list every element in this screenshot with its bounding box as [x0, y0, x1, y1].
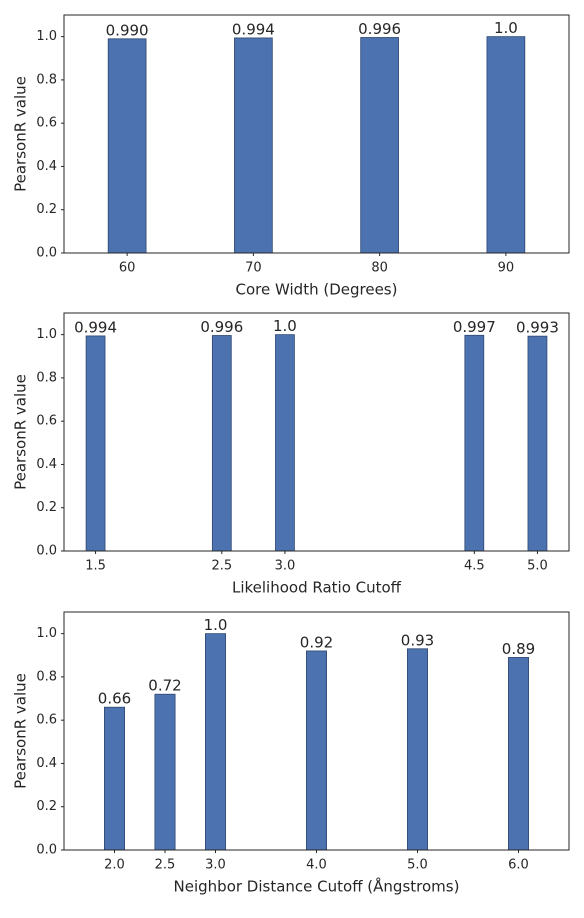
x-tick-label: 4.5	[464, 559, 485, 574]
value-label: 0.996	[200, 318, 243, 336]
x-tick-label: 6.0	[508, 858, 529, 873]
x-axis-label: Likelihood Ratio Cutoff	[232, 579, 402, 597]
x-tick-label: 5.0	[407, 858, 428, 873]
x-tick-label: 2.0	[104, 858, 125, 873]
x-tick-label: 1.5	[85, 559, 106, 574]
x-axis-label: Neighbor Distance Cutoff (Ångstroms)	[174, 877, 460, 896]
y-axis-label: PearsonR value	[12, 374, 30, 490]
x-tick-label: 4.0	[306, 858, 327, 873]
y-tick-label: 0.4	[36, 457, 57, 472]
x-tick-label: 70	[245, 261, 262, 276]
bar	[360, 37, 399, 254]
bar	[486, 36, 526, 254]
bar	[211, 335, 232, 552]
x-tick-label: 80	[371, 261, 388, 276]
y-tick-label: 0.0	[36, 544, 57, 559]
value-label: 1.0	[273, 317, 297, 335]
value-label: 0.66	[98, 690, 131, 708]
y-tick-label: 1.0	[36, 626, 57, 641]
bar	[507, 657, 529, 851]
axes-frame	[63, 312, 570, 552]
axes-frame	[63, 14, 570, 254]
x-tick-label: 2.5	[211, 559, 232, 574]
bar	[204, 633, 226, 851]
value-label: 0.997	[453, 318, 496, 336]
x-tick-label: 5.0	[527, 559, 548, 574]
y-tick-label: 0.6	[36, 713, 57, 728]
bar	[234, 37, 273, 254]
value-label: 0.990	[106, 21, 149, 39]
y-tick-label: 0.4	[36, 756, 57, 771]
value-label: 1.0	[494, 19, 518, 37]
x-tick-label: 90	[498, 261, 515, 276]
value-label: 0.92	[300, 633, 333, 651]
y-axis-label: PearsonR value	[12, 76, 30, 192]
value-label: 0.72	[148, 677, 181, 695]
y-tick-label: 0.4	[36, 159, 57, 174]
bar	[154, 693, 176, 851]
y-tick-label: 0.6	[36, 116, 57, 131]
value-label: 0.93	[401, 631, 434, 649]
y-tick-label: 0.0	[36, 246, 57, 261]
bar	[305, 650, 327, 851]
bar	[104, 706, 126, 851]
y-tick-label: 0.2	[36, 500, 57, 515]
y-tick-label: 0.8	[36, 72, 57, 87]
y-tick-label: 1.0	[36, 327, 57, 342]
value-label: 0.994	[74, 318, 117, 336]
y-axis-label: PearsonR value	[12, 673, 30, 789]
y-tick-label: 1.0	[36, 29, 57, 44]
y-tick-label: 0.8	[36, 370, 57, 385]
x-axis-label: Core Width (Degrees)	[236, 281, 398, 299]
bar	[107, 38, 147, 254]
x-tick-label: 3.0	[275, 559, 296, 574]
y-tick-label: 0.0	[36, 843, 57, 858]
y-tick-label: 0.2	[36, 202, 57, 217]
y-tick-label: 0.2	[36, 799, 57, 814]
value-label: 0.994	[232, 20, 275, 38]
axes-frame	[63, 611, 570, 851]
bar	[464, 334, 485, 552]
value-label: 0.89	[502, 640, 535, 658]
y-tick-label: 0.6	[36, 414, 57, 429]
bar	[406, 648, 428, 851]
bar	[85, 335, 106, 552]
x-tick-label: 3.0	[205, 858, 226, 873]
x-tick-label: 60	[119, 261, 136, 276]
x-tick-label: 2.5	[155, 858, 176, 873]
value-label: 1.0	[204, 616, 228, 634]
y-tick-label: 0.8	[36, 669, 57, 684]
bar	[527, 335, 548, 552]
value-label: 0.996	[358, 20, 401, 38]
value-label: 0.993	[516, 319, 559, 337]
bar	[275, 334, 295, 552]
